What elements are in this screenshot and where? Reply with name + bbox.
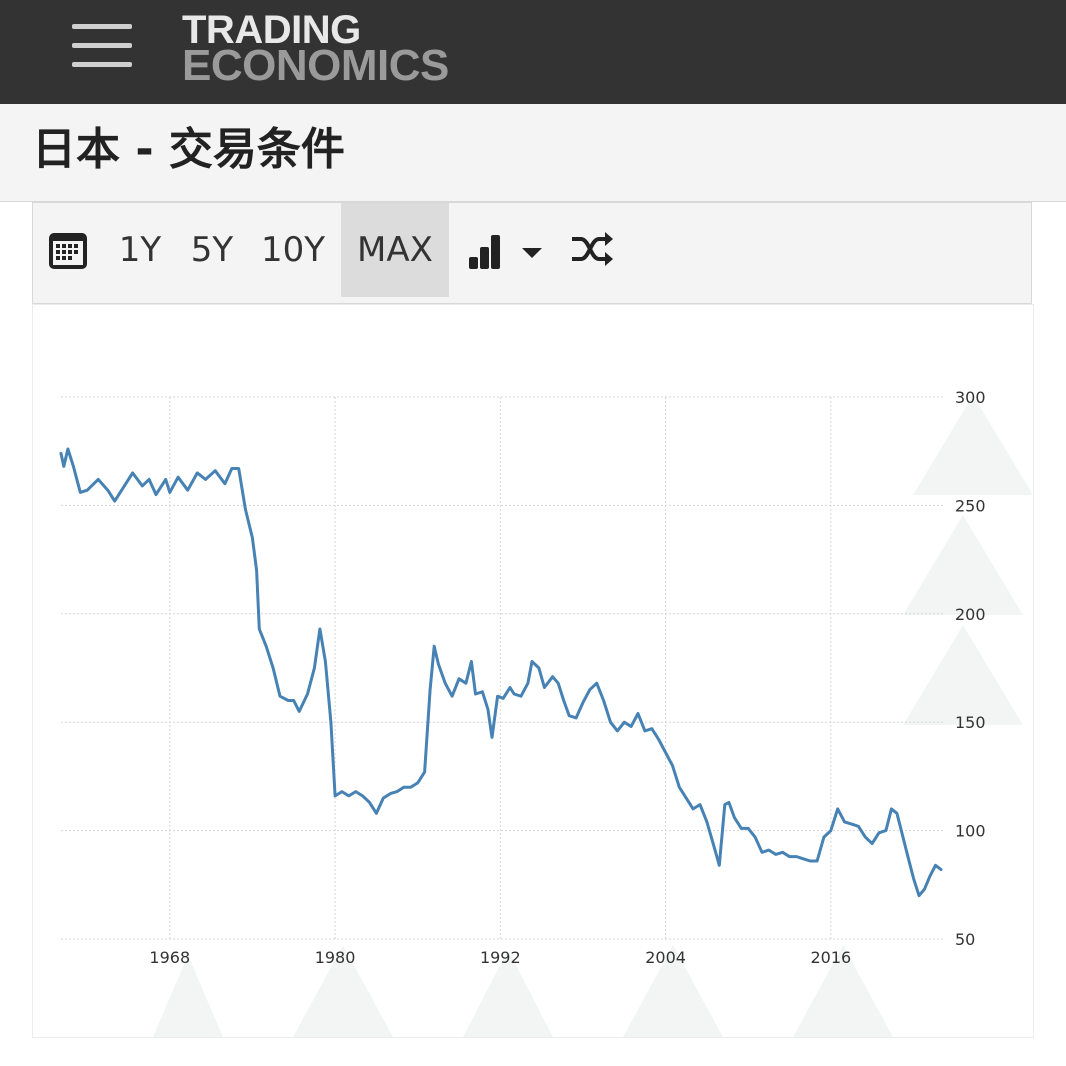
hamburger-menu-icon[interactable]	[72, 22, 134, 72]
range-max-button[interactable]: MAX	[341, 203, 449, 297]
x-tick-label: 1992	[480, 948, 521, 967]
logo-line-2: ECONOMICS	[182, 41, 449, 90]
x-tick-label: 1968	[149, 948, 190, 967]
range-10y-button[interactable]: 10Y	[260, 230, 326, 270]
watermark-triangle	[623, 945, 723, 1037]
page-title: 日本 - 交易条件	[32, 124, 345, 175]
watermark-triangle	[153, 955, 223, 1037]
top-bar: TRADING ECONOMICS	[0, 0, 1066, 104]
menu-bar	[72, 43, 132, 48]
watermark-triangle	[293, 945, 393, 1037]
menu-bar	[72, 24, 132, 29]
range-1y-button[interactable]: 1Y	[118, 230, 162, 270]
line-chart: 300 250 200 150 100 50 1968 1980 1992 2004 2016	[59, 388, 1033, 1037]
y-tick-label: 200	[955, 605, 986, 624]
watermark-triangle	[463, 950, 553, 1037]
calendar-icon[interactable]	[45, 203, 91, 297]
watermark-triangle	[903, 515, 1023, 615]
bar-chart-icon[interactable]	[463, 203, 507, 297]
watermark-triangle	[903, 625, 1023, 725]
y-tick-label: 50	[955, 930, 975, 949]
y-axis-labels: 300 250 200 150 100 50	[955, 388, 986, 949]
x-tick-label: 1980	[315, 948, 356, 967]
caret-down-icon[interactable]	[517, 203, 547, 297]
shuffle-icon[interactable]	[567, 203, 617, 297]
chart-container: 300 250 200 150 100 50 1968 1980 1992 2004 2016	[32, 304, 1034, 1038]
x-tick-label: 2004	[645, 948, 686, 967]
y-tick-label: 150	[955, 713, 986, 732]
watermark-triangle	[793, 945, 893, 1037]
grid-lines	[61, 396, 945, 940]
watermark-triangles	[153, 395, 1033, 1037]
series-line[interactable]	[59, 447, 943, 898]
watermark-triangle	[913, 395, 1033, 495]
site-logo[interactable]: TRADING ECONOMICS	[182, 8, 449, 90]
y-tick-label: 250	[955, 496, 986, 515]
chart-toolbar: 1Y 5Y 10Y MAX	[32, 202, 1032, 304]
y-tick-label: 100	[955, 822, 986, 841]
x-tick-label: 2016	[810, 948, 851, 967]
range-5y-button[interactable]: 5Y	[190, 230, 234, 270]
series-group	[59, 447, 943, 898]
y-tick-label: 300	[955, 388, 986, 407]
logo-line-1: TRADING	[182, 8, 361, 52]
menu-bar	[72, 62, 132, 67]
title-bar	[0, 104, 1066, 202]
x-axis-labels: 1968 1980 1992 2004 2016	[149, 948, 851, 967]
